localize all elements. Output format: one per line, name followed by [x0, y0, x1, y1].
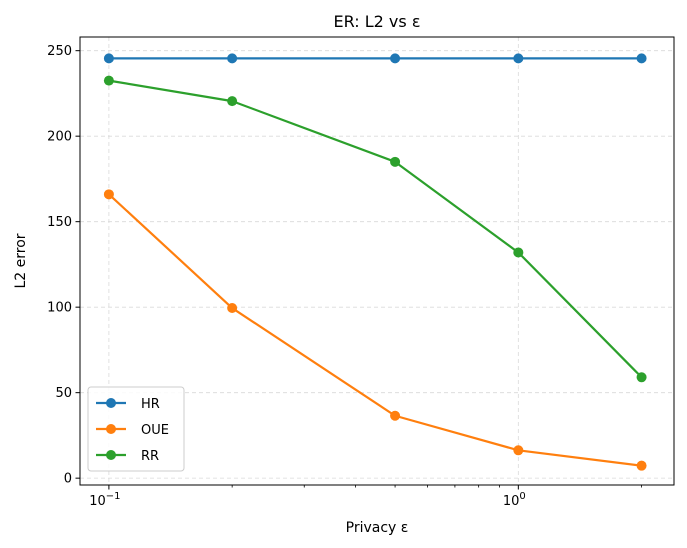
- plot-frame: [79, 36, 675, 486]
- data-point-rr: [227, 96, 238, 107]
- chart-title: ER: L2 vs ε: [334, 12, 421, 31]
- series-line-rr: [108, 79, 643, 379]
- data-point-rr: [513, 247, 524, 258]
- legend: HR OUE RR: [87, 386, 185, 472]
- data-point-oue: [513, 445, 524, 456]
- y-tick-label: 200: [47, 130, 72, 145]
- y-axis-label: L2 error: [13, 233, 29, 288]
- y-tick-label: 50: [55, 386, 72, 401]
- y-tick-label: 250: [47, 44, 72, 59]
- legend-marker-hr: [106, 398, 116, 408]
- data-point-hr: [227, 53, 238, 64]
- data-point-hr: [390, 53, 401, 64]
- data-point-rr: [636, 372, 647, 383]
- data-point-oue: [390, 410, 401, 421]
- legend-label-oue: OUE: [141, 423, 169, 438]
- data-point-oue: [227, 303, 238, 314]
- data-point-oue: [636, 460, 647, 471]
- legend-marker-rr: [106, 450, 116, 460]
- series-line-oue: [108, 193, 642, 467]
- legend-label-hr: HR: [141, 397, 160, 412]
- x-tick-label: 10−1: [89, 491, 120, 509]
- y-tick-label: 0: [64, 472, 72, 487]
- x-axis-label: Privacy ε: [346, 520, 409, 536]
- data-point-hr: [103, 53, 114, 64]
- data-point-hr: [513, 53, 524, 64]
- y-tick-label: 150: [47, 215, 72, 230]
- y-tick-label: 100: [47, 301, 72, 316]
- data-point-rr: [103, 75, 114, 86]
- legend-marker-oue: [106, 424, 116, 434]
- y-axis: 0 50 100 150 200 250: [47, 44, 80, 487]
- data-point-rr: [390, 156, 401, 167]
- x-axis: 10−1 100: [89, 485, 642, 509]
- x-tick-label: 100: [503, 491, 526, 509]
- legend-box: [87, 386, 185, 472]
- data-point-oue: [103, 189, 114, 200]
- legend-label-rr: RR: [141, 449, 159, 464]
- series-layer: [103, 53, 647, 471]
- data-point-hr: [636, 53, 647, 64]
